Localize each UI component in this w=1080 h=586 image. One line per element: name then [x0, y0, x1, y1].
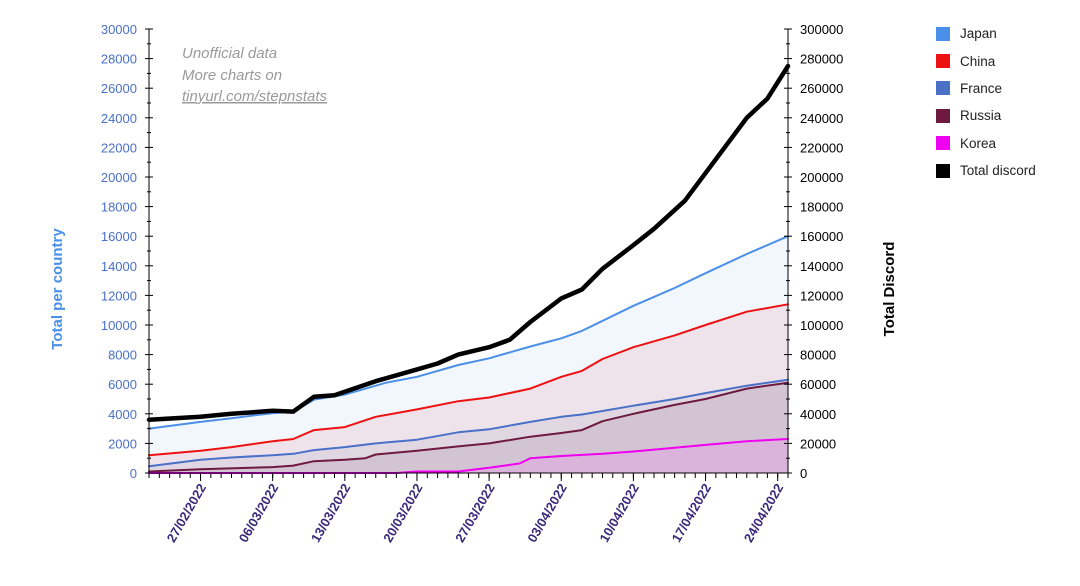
y-left-tick-label: 28000	[101, 52, 137, 67]
y-axis-left-label: Total per country	[49, 228, 66, 350]
y-left-tick-label: 30000	[101, 22, 137, 37]
y-right-tick-label: 180000	[800, 200, 843, 215]
y-right-tick-label: 160000	[800, 229, 843, 244]
legend-label: Korea	[960, 135, 997, 151]
y-left-tick-label: 18000	[101, 200, 137, 215]
line-russia	[148, 381, 789, 473]
annotation-link[interactable]: tinyurl.com/stepnstats	[182, 88, 328, 105]
y-right-tick-label: 240000	[800, 111, 843, 126]
legend-item-korea[interactable]: Korea	[936, 130, 1036, 157]
y-left-tick-label: 12000	[101, 288, 137, 303]
y-left-tick-label: 6000	[108, 377, 137, 392]
y-left-tick-label: 4000	[108, 407, 137, 422]
x-tick-label: 24/04/2022	[741, 481, 787, 545]
y-axis-right-label: Total Discord	[881, 242, 898, 337]
annotation: Unofficial data More charts on tinyurl.c…	[182, 45, 328, 105]
y-right-tick-label: 220000	[800, 140, 843, 155]
y-left-tick-label: 20000	[101, 170, 137, 185]
y-right-tick-label: 280000	[800, 52, 843, 67]
legend-label: France	[960, 80, 1003, 96]
legend-item-france[interactable]: France	[936, 75, 1036, 102]
annotation-line-2: More charts on	[182, 67, 282, 84]
legend-label: China	[960, 53, 996, 69]
legend-swatch	[936, 136, 950, 151]
y-left-tick-label: 26000	[101, 81, 137, 96]
legend-label: Japan	[960, 26, 997, 42]
x-tick-label: 13/03/2022	[308, 481, 354, 545]
y-left-tick-label: 22000	[101, 140, 137, 155]
y-right-tick-label: 80000	[800, 348, 836, 363]
legend-swatch	[936, 81, 950, 96]
y-left-tick-label: 14000	[101, 259, 137, 274]
areas-layer	[149, 236, 788, 473]
line-china	[148, 303, 789, 457]
line-korea	[148, 438, 789, 474]
x-tick-label: 27/03/2022	[452, 481, 498, 545]
y-left-tick-label: 16000	[101, 229, 137, 244]
legend-swatch	[936, 54, 950, 69]
y-right-tick-label: 300000	[800, 22, 843, 37]
legend-swatch	[936, 163, 950, 178]
x-tick-label: 10/04/2022	[596, 481, 642, 545]
y-left-tick-label: 0	[130, 466, 137, 481]
x-tick-label: 20/03/2022	[380, 481, 426, 545]
x-tick-label: 17/04/2022	[669, 481, 715, 545]
x-tick-label: 27/02/2022	[164, 481, 210, 545]
legend-label: Russia	[960, 108, 1002, 124]
legend-swatch	[936, 26, 950, 41]
area-korea	[149, 439, 788, 473]
line-japan	[148, 235, 789, 430]
y-left-tick-label: 10000	[101, 318, 137, 333]
line-france	[148, 378, 789, 468]
legend-swatch	[936, 108, 950, 123]
legend-label: Total discord	[960, 163, 1036, 179]
y-right-tick-label: 260000	[800, 81, 843, 96]
annotation-line-1: Unofficial data	[182, 45, 277, 62]
y-right-tick-label: 140000	[800, 259, 843, 274]
y-right-tick-label: 120000	[800, 288, 843, 303]
x-tick-label: 06/03/2022	[236, 481, 282, 545]
y-right-tick-label: 200000	[800, 170, 843, 185]
y-right-tick-label: 40000	[800, 407, 836, 422]
y-right-tick-label: 60000	[800, 377, 836, 392]
x-tick-label: 03/04/2022	[524, 481, 570, 545]
legend-item-japan[interactable]: Japan	[936, 20, 1036, 47]
y-right-tick-label: 20000	[800, 436, 836, 451]
legend-item-total-discord[interactable]: Total discord	[936, 157, 1036, 184]
y-left-tick-label: 2000	[108, 436, 137, 451]
y-right-tick-label: 0	[800, 466, 807, 481]
y-left-tick-label: 8000	[108, 348, 137, 363]
legend-item-china[interactable]: China	[936, 47, 1036, 74]
area-russia	[149, 382, 788, 473]
legend: Japan China France Russia Korea Total discord	[936, 20, 1036, 184]
y-left-tick-label: 24000	[101, 111, 137, 126]
line-total-discord	[146, 63, 791, 422]
legend-item-russia[interactable]: Russia	[936, 102, 1036, 129]
lines-layer	[146, 63, 791, 474]
y-right-tick-label: 100000	[800, 318, 843, 333]
